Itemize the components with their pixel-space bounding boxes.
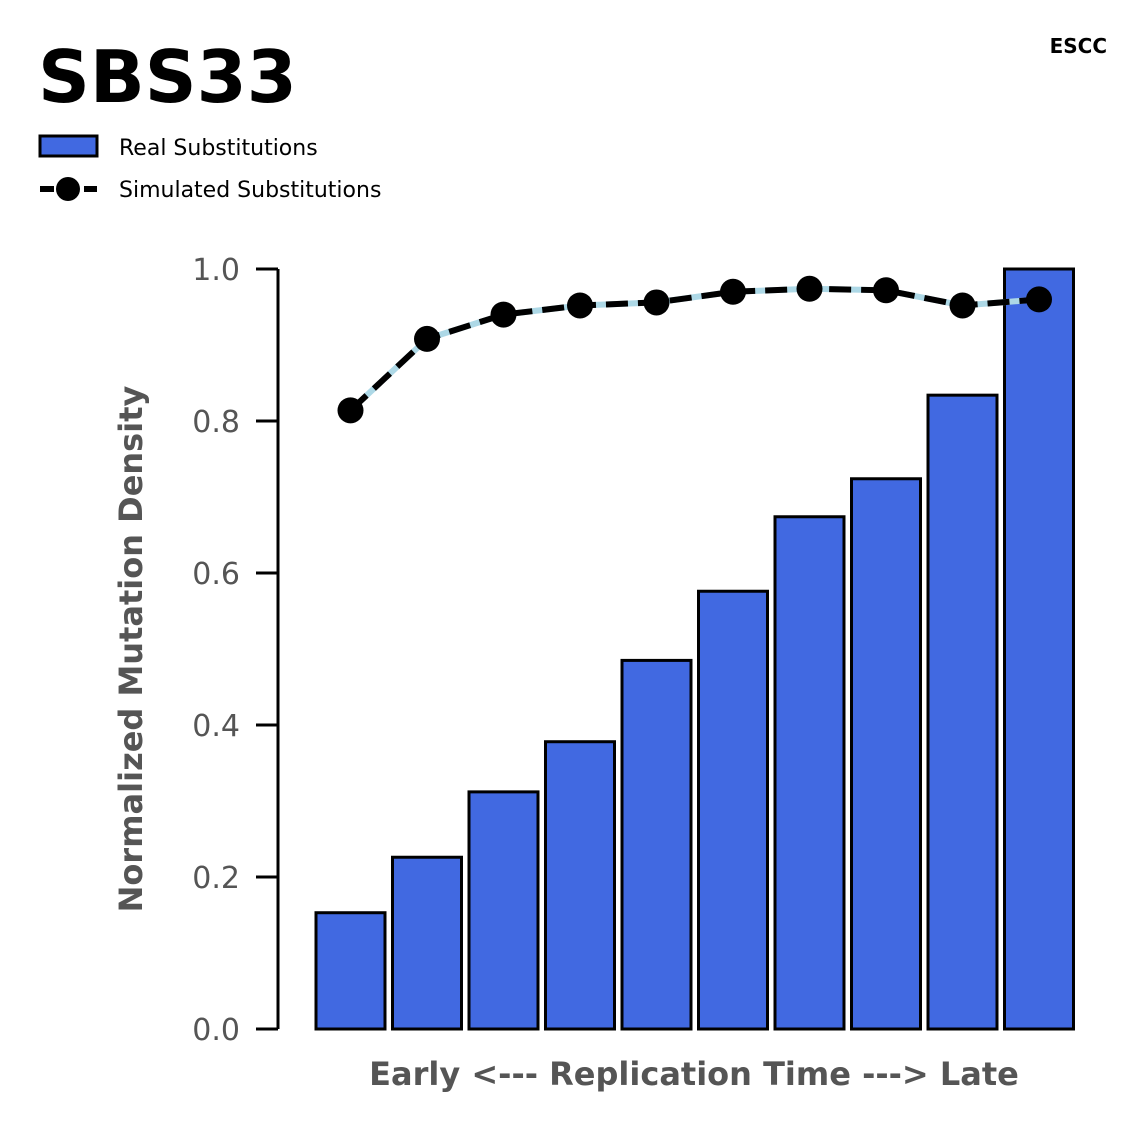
bar-real-8 [850, 477, 922, 1031]
simulated-line-base [348, 285, 1040, 413]
bar-real-4 [544, 740, 616, 1031]
bar-real-7 [773, 515, 846, 1031]
chart-subtitle: ESCC [1050, 34, 1107, 58]
y-tick-label: 0.6 [192, 557, 240, 592]
simulated-point-3 [490, 301, 517, 328]
simulated-point-8 [873, 277, 899, 304]
line-series-simulated [337, 275, 1052, 424]
legend-label-simulated: Simulated Substitutions [119, 178, 381, 203]
bar-real-5 [620, 658, 693, 1031]
legend-marker-simulated [56, 177, 80, 201]
y-tick-label: 1.0 [192, 253, 240, 288]
bar-real-6 [697, 589, 769, 1031]
bar-real-10 [1003, 267, 1075, 1031]
simulated-point-6 [720, 278, 746, 305]
bar-series-real [314, 267, 1075, 1031]
y-axis-title: Normalized Mutation Density [112, 386, 150, 913]
bar-real-3 [467, 790, 540, 1031]
x-axis-title: Early <--- Replication Time ---> Late [369, 1055, 1019, 1093]
y-ticks: 0.0 0.2 0.4 0.6 0.8 1.0 [192, 253, 278, 1048]
simulated-point-10 [1026, 286, 1052, 313]
legend: Real Substitutions Simulated Substitutio… [38, 134, 381, 203]
simulated-point-4 [567, 292, 593, 319]
bar-real-9 [926, 393, 999, 1031]
legend-label-real: Real Substitutions [119, 136, 318, 161]
simulated-point-5 [643, 289, 670, 316]
simulated-point-1 [337, 397, 364, 424]
y-tick-label: 0.4 [192, 709, 240, 744]
bar-real-2 [391, 855, 463, 1031]
simulated-point-9 [949, 292, 976, 319]
simulated-point-2 [414, 325, 440, 352]
bar-real-1 [314, 911, 387, 1031]
y-tick-label: 0.0 [192, 1013, 240, 1048]
y-axis: 0.0 0.2 0.4 0.6 0.8 1.0 [192, 253, 280, 1048]
chart-title: SBS33 [38, 35, 297, 119]
legend-swatch-real [38, 134, 99, 158]
simulated-line [348, 285, 1040, 413]
y-tick-label: 0.2 [192, 861, 240, 896]
y-tick-label: 0.8 [192, 405, 240, 440]
simulated-point-7 [796, 275, 823, 302]
